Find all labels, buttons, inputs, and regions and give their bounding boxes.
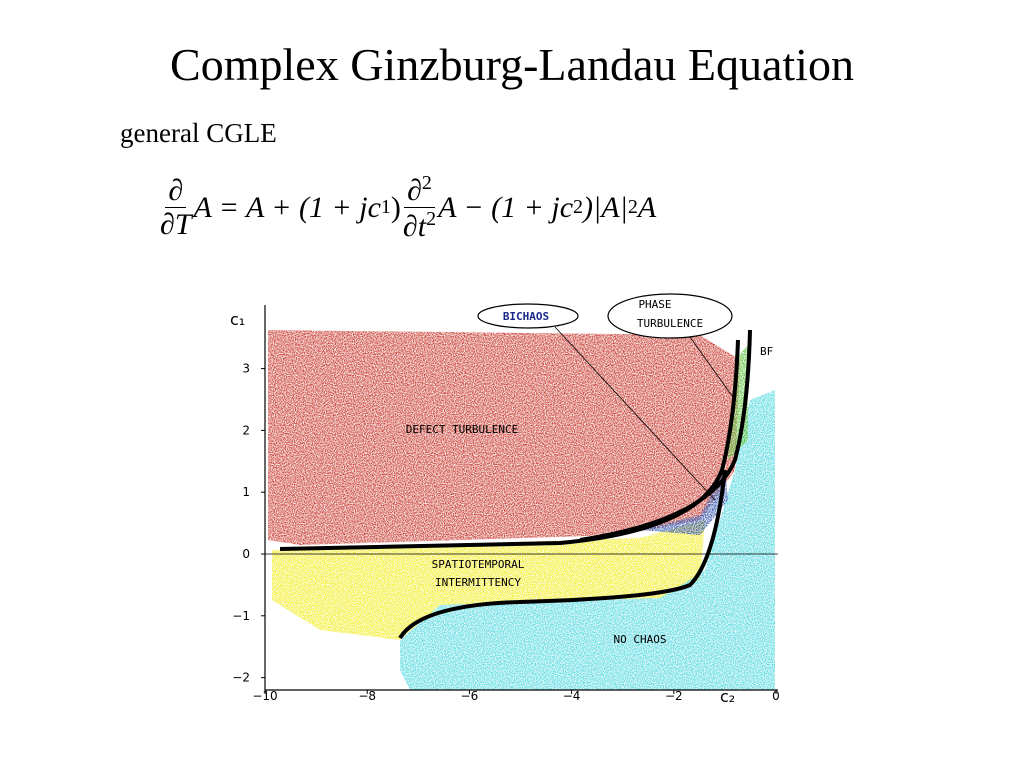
pointer — [689, 336, 736, 401]
region-label: TURBULENCE — [637, 317, 703, 330]
region-label: BF — [760, 345, 773, 358]
denominator: ∂t2 — [403, 208, 436, 243]
x-tick-label: −10 — [252, 689, 277, 703]
equation-text: A − (1 + jc — [438, 190, 574, 224]
axis-label: c₂ — [720, 687, 735, 706]
region-nochaos — [400, 390, 775, 690]
x-tick-label: −8 — [358, 689, 376, 703]
equation-text: )|A| — [583, 190, 628, 224]
fraction: ∂2 ∂t2 — [403, 172, 436, 243]
region-label: BICHAOS — [503, 310, 549, 323]
y-tick-label: 1 — [242, 485, 250, 499]
axis-label: c₁ — [230, 310, 245, 329]
slide-title: Complex Ginzburg-Landau Equation — [170, 39, 854, 90]
subtitle: general CGLE — [120, 118, 277, 148]
region-label: PHASE — [638, 298, 671, 311]
label-ellipse — [477, 303, 579, 329]
fraction: ∂ ∂T — [160, 174, 192, 241]
subscript: 1 — [380, 196, 391, 218]
region-label: NO CHAOS — [614, 633, 667, 646]
pointer — [554, 326, 716, 501]
y-tick-label: 2 — [242, 423, 250, 437]
y-tick-label: −2 — [232, 671, 250, 685]
superscript: 2 — [426, 208, 437, 230]
x-tick-label: −4 — [563, 689, 581, 703]
x-tick-label: 0 — [772, 689, 780, 703]
numerator-text: ∂ — [407, 174, 422, 207]
x-tick-label: −6 — [461, 689, 479, 703]
region-defect — [268, 330, 740, 545]
region-sti — [272, 520, 705, 640]
denominator-text: ∂t — [402, 210, 427, 243]
equation: ∂ ∂T A = A + (1 + jc 1) ∂2 ∂t2 A − (1 + jc 2… — [158, 172, 656, 243]
numerator: ∂ — [165, 174, 187, 208]
y-tick-label: −1 — [232, 609, 250, 623]
boundary-curve — [579, 329, 752, 542]
equation-text: A — [637, 190, 657, 224]
denominator: ∂T — [160, 208, 192, 241]
equation-text: A = A + (1 + jc — [193, 190, 381, 224]
region-label: INTERMITTENCY — [435, 576, 521, 589]
equation-text: ) — [390, 190, 401, 224]
label-ellipse — [607, 293, 733, 339]
region-label: DEFECT TURBULENCE — [406, 423, 519, 436]
boundary-curve — [398, 469, 727, 640]
y-tick-label: 0 — [242, 547, 250, 561]
y-tick-label: 3 — [242, 362, 250, 376]
subscript: 2 — [573, 196, 584, 218]
region-label: SPATIOTEMPORAL — [432, 558, 525, 571]
region-bichaos — [640, 470, 728, 535]
superscript: 2 — [421, 172, 432, 194]
superscript: 2 — [627, 196, 638, 218]
x-tick-label: −2 — [665, 689, 683, 703]
numerator: ∂2 — [404, 172, 435, 208]
